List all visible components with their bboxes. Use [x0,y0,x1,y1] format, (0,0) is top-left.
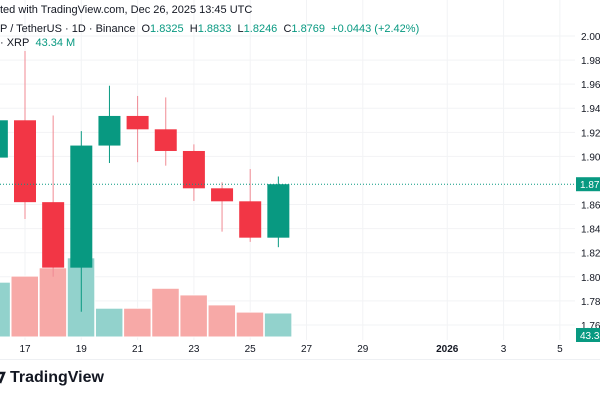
price-tick-label: 1.820 [581,249,600,260]
symbol-title: P / TetherUS · 1D · Binance [0,23,136,35]
change-value: +0.0443 (+2.42%) [331,23,420,35]
low-value: 1.8246 [243,23,278,35]
candle-down [211,188,234,202]
volume-bar [235,311,265,338]
volume-bar [263,312,293,338]
open-value: 1.8325 [150,23,184,35]
candle-up [98,115,121,146]
candle-up [267,184,290,238]
time-tick-label: 5 [557,344,563,355]
candle-up [70,145,93,268]
price-tick-label: 1.800 [581,273,600,284]
tradingview-logo[interactable]: TradingView [0,369,104,387]
candle-down [154,129,177,151]
time-tick-label: 21 [132,344,144,355]
price-tick-label: 1.980 [581,56,600,67]
time-tick-label: 23 [188,344,200,355]
volume-bar [10,275,39,338]
last-price-badge [576,177,600,192]
candle-down [14,120,36,203]
time-tick-label: 25 [245,344,257,355]
divider [0,359,600,360]
volume-bar [94,307,124,338]
volume-bar [151,287,180,338]
price-tick-label: 1.760 [581,321,600,332]
volume-value: 43.34 M [35,37,76,49]
volume-legend: · XRP 43.34 M [0,37,76,49]
price-tick-label: 1.900 [581,152,600,163]
high-value: 1.8833 [197,23,232,35]
tradingview-logo-icon [0,371,6,384]
volume-bar [38,267,68,338]
last-volume-badge [576,328,600,342]
candle-down [42,202,65,268]
published-note: ted with TradingView.com, Dec 26, 2025 1… [0,4,253,16]
volume-bar [0,281,11,338]
time-tick-label: 2026 [436,344,459,355]
close-value: 1.8769 [291,23,326,35]
time-tick-label: 27 [301,344,313,355]
price-tick-label: 1.860 [581,201,600,212]
time-tick-label: 3 [501,344,507,355]
volume-bar [207,304,237,338]
last-price-label: 1.8769 [580,180,600,191]
time-tick-label: 17 [19,344,31,355]
last-volume-label: 43.34M [580,331,600,342]
price-tick-label: 1.940 [581,104,600,115]
price-tick-label: 2.000 [581,32,600,43]
time-tick-label: 19 [76,344,88,355]
candle-down [182,150,205,189]
candle-up [0,120,8,158]
time-tick-label: 29 [357,344,369,355]
ohlc-legend: P / TetherUS · 1D · Binance O1.8325 H1.8… [0,23,420,35]
volume-bar [123,307,152,338]
candle-down [239,201,262,238]
price-tick-label: 1.780 [581,297,600,308]
price-tick-label: 1.960 [581,80,600,91]
price-tick-label: 1.920 [581,128,600,139]
candle-down [126,115,149,130]
volume-bar [179,294,208,338]
candlestick-chart[interactable]: 2.000 1.980 1.960 1.940 1.920 1.900 1.860 1.840… [0,0,600,360]
price-tick-label: 1.840 [581,225,600,236]
